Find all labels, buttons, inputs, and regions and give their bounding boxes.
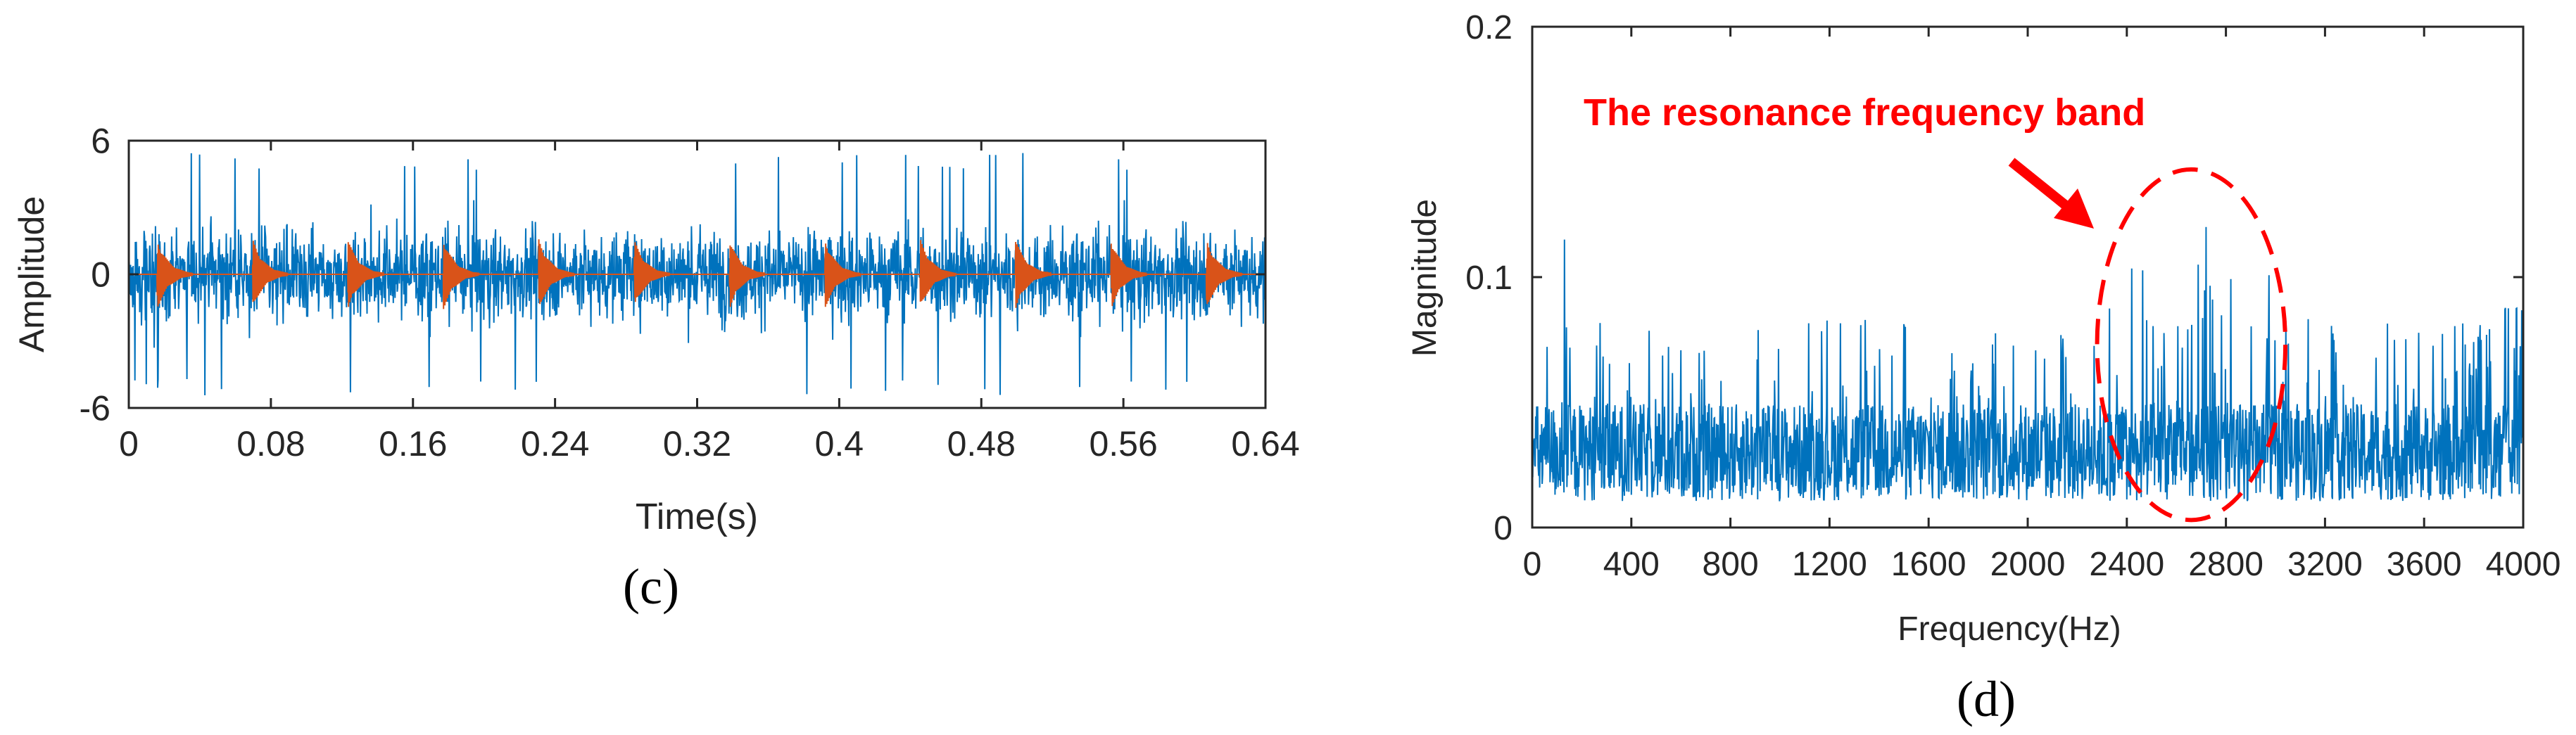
chart-c-x-tick-label: 0.48: [947, 424, 1016, 464]
chart-c-x-tick-label: 0: [119, 424, 139, 464]
chart-d-x-ticks: 0 400 800 1200 1600 2000 2400 2800 3200 3600 4000: [1523, 27, 2561, 583]
resonance-band-arrow: [2008, 158, 2094, 229]
chart-d-x-tick-label: 1600: [1891, 546, 1966, 583]
chart-c-x-tick-label: 0.16: [379, 424, 447, 464]
chart-c-x-tick-label: 0.08: [236, 424, 305, 464]
chart-d-x-tick-label: 800: [1703, 546, 1759, 583]
chart-c-series-noisy-signal: [129, 153, 1265, 396]
chart-d-x-tick-label: 4000: [2486, 546, 2561, 583]
chart-c-x-tick-label: 0.64: [1231, 424, 1299, 464]
chart-d-plot-area: [1532, 226, 2523, 501]
chart-d-panel-label: (d): [1957, 671, 2016, 727]
chart-c: 0 0.08 0.16 0.24 0.32 0.4 0.48 0.56 0.64 -606 Ti…: [12, 122, 1300, 615]
chart-d-x-tick-label: 2400: [2089, 546, 2164, 583]
resonance-band-label: The resonance frequency band: [1584, 91, 2145, 134]
chart-d-y-ticks: 0 0.1 0.2: [1465, 9, 2523, 547]
chart-d-x-tick-label: 3200: [2287, 546, 2363, 583]
chart-c-y-ticks: -6 0 6: [80, 122, 1265, 428]
chart-d-y-tick-label: 0: [1494, 510, 1513, 547]
chart-d-y-axis-label: Magnitude: [1406, 199, 1444, 357]
chart-c-plot-area: [129, 153, 1265, 396]
chart-d-x-tick-label: 1200: [1792, 546, 1867, 583]
chart-d-x-axis-label: Frequency(Hz): [1898, 611, 2121, 648]
chart-c-x-ticks: 0 0.08 0.16 0.24 0.32 0.4 0.48 0.56 0.64: [119, 141, 1300, 464]
chart-c-y-tick-label: 6: [91, 122, 111, 161]
chart-d-series-spectrum: [1532, 226, 2523, 501]
chart-d-x-tick-label: 0: [1523, 546, 1542, 583]
chart-c-y-axis-label: Amplitude: [12, 196, 51, 352]
chart-c-y-tick-label: -6: [80, 389, 111, 428]
chart-c-series-impulse-signal: [129, 239, 1265, 309]
chart-c-x-tick-label: 0.56: [1089, 424, 1157, 464]
chart-d-x-tick-label: 400: [1603, 546, 1660, 583]
resonance-band-ellipse: [2095, 167, 2288, 523]
chart-c-panel-label: (c): [623, 558, 679, 615]
chart-c-x-tick-label: 0.4: [815, 424, 864, 464]
chart-d-x-tick-label: 2000: [1990, 546, 2066, 583]
chart-c-x-tick-label: 0.32: [663, 424, 731, 464]
chart-c-y-tick-label: 0: [91, 255, 111, 295]
chart-c-x-axis-label: Time(s): [636, 497, 758, 537]
chart-c-x-tick-label: 0.24: [521, 424, 589, 464]
chart-d-y-tick-label: 0.1: [1465, 260, 1513, 297]
chart-d-y-tick-label: 0.2: [1465, 9, 1513, 46]
chart-d-x-tick-label: 2800: [2188, 546, 2264, 583]
chart-d: 0 400 800 1200 1600 2000 2400 2800 3200 3600 4000 …: [1406, 9, 2561, 727]
chart-d-x-tick-label: 3600: [2387, 546, 2462, 583]
